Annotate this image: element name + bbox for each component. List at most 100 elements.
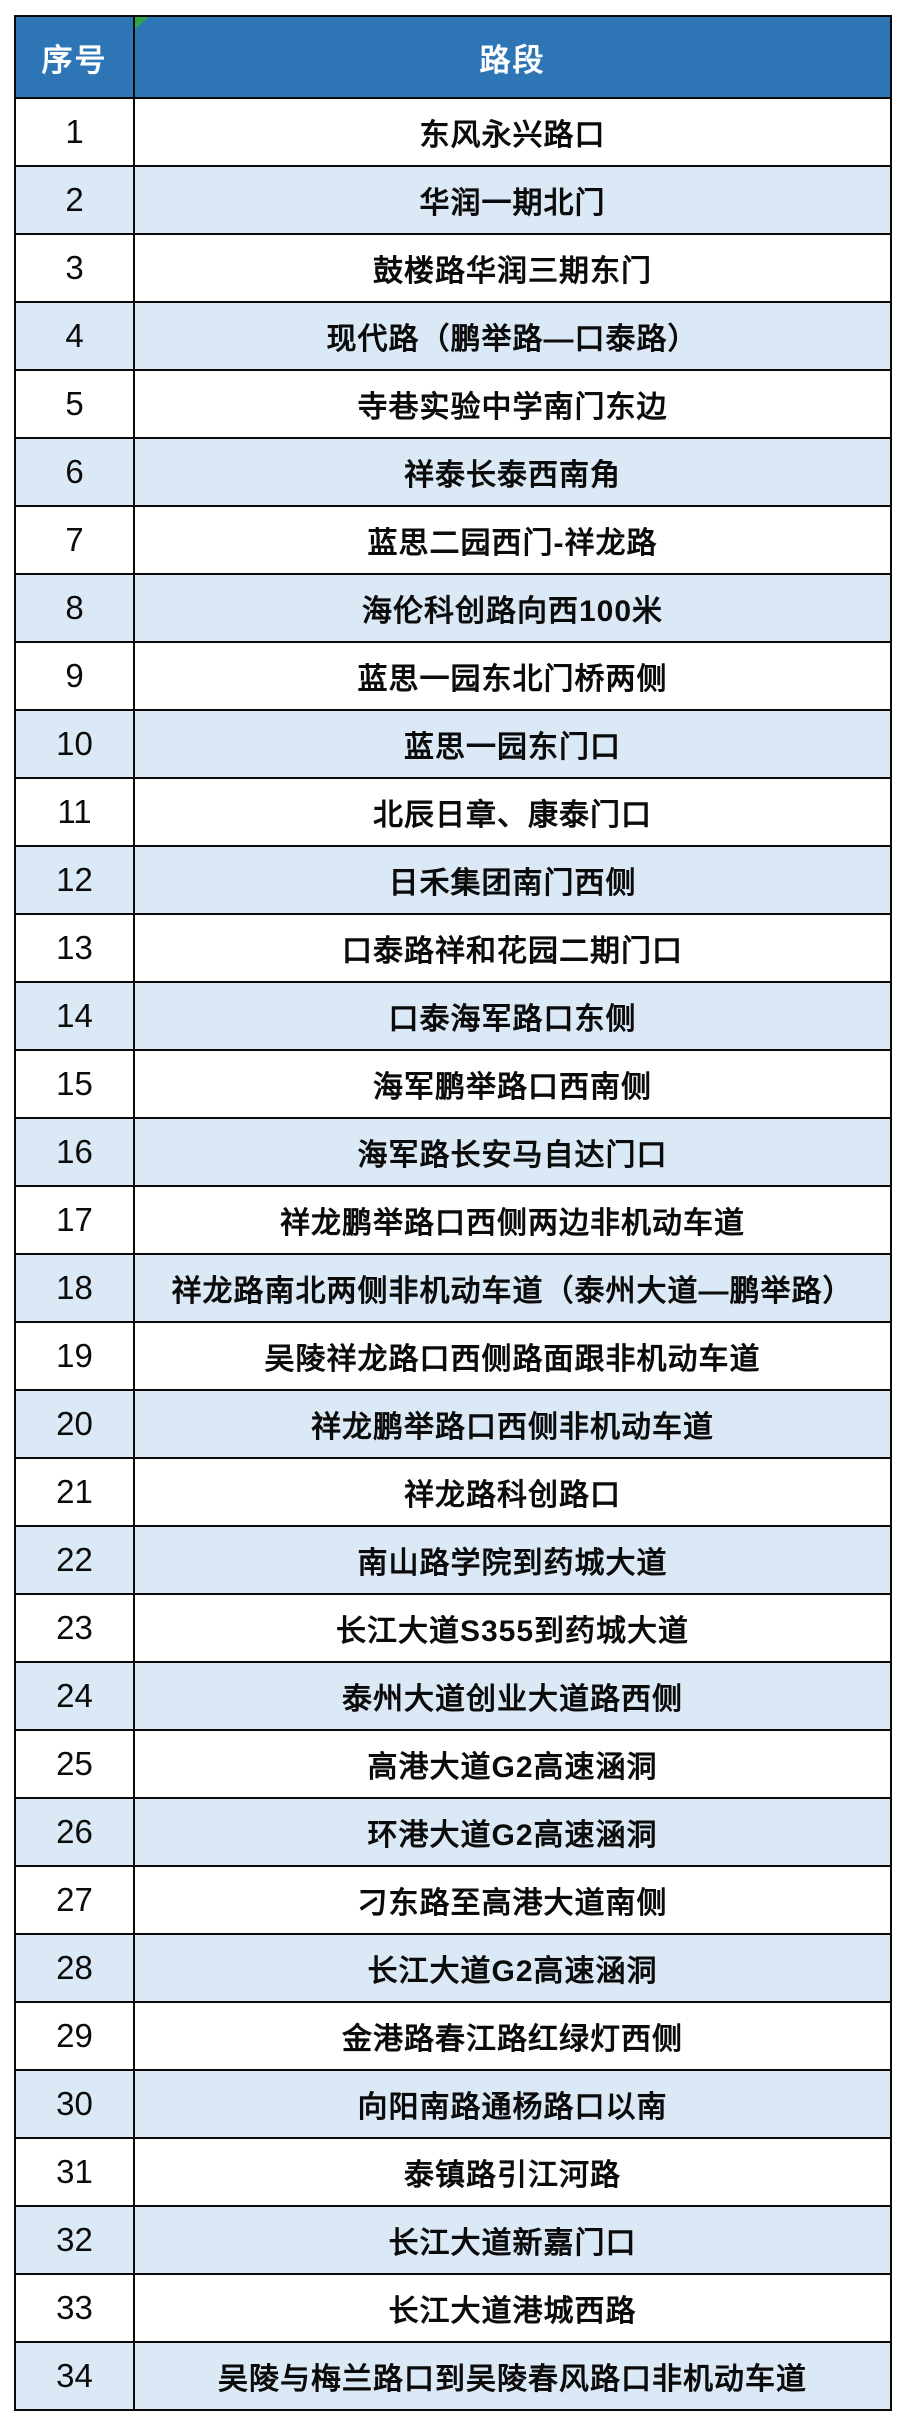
table-row: 24 泰州大道创业大道路西侧 [14, 1661, 892, 1731]
row-index-cell: 32 [14, 2205, 135, 2275]
row-index-cell: 10 [14, 709, 135, 779]
row-road-cell: 口泰路祥和花园二期门口 [133, 913, 892, 983]
table-row: 34 吴陵与梅兰路口到吴陵春风路口非机动车道 [14, 2341, 892, 2411]
row-index-cell: 33 [14, 2273, 135, 2343]
row-road-cell: 祥龙鹏举路口西侧两边非机动车道 [133, 1185, 892, 1255]
row-index-cell: 26 [14, 1797, 135, 1867]
table-row: 11 北辰日章、康泰门口 [14, 777, 892, 847]
row-road-cell: 现代路（鹏举路—口泰路） [133, 301, 892, 371]
row-road-cell: 祥龙路南北两侧非机动车道（泰州大道—鹏举路） [133, 1253, 892, 1323]
table-row: 12 日禾集团南门西侧 [14, 845, 892, 915]
table-row: 3 鼓楼路华润三期东门 [14, 233, 892, 303]
table-row: 30 向阳南路通杨路口以南 [14, 2069, 892, 2139]
table-row: 19 吴陵祥龙路口西侧路面跟非机动车道 [14, 1321, 892, 1391]
row-road-cell: 吴陵祥龙路口西侧路面跟非机动车道 [133, 1321, 892, 1391]
table-row: 33 长江大道港城西路 [14, 2273, 892, 2343]
row-road-cell: 北辰日章、康泰门口 [133, 777, 892, 847]
row-road-cell: 吴陵与梅兰路口到吴陵春风路口非机动车道 [133, 2341, 892, 2411]
row-index-cell: 18 [14, 1253, 135, 1323]
table-row: 28 长江大道G2高速涵洞 [14, 1933, 892, 2003]
row-index-cell: 21 [14, 1457, 135, 1527]
table-row: 2 华润一期北门 [14, 165, 892, 235]
row-index-cell: 14 [14, 981, 135, 1051]
header-cell-road: 路段 [133, 15, 892, 99]
row-index-cell: 28 [14, 1933, 135, 2003]
row-road-cell: 祥泰长泰西南角 [133, 437, 892, 507]
row-road-cell: 长江大道港城西路 [133, 2273, 892, 2343]
table-row: 15 海军鹏举路口西南侧 [14, 1049, 892, 1119]
row-index-cell: 1 [14, 97, 135, 167]
row-index-cell: 17 [14, 1185, 135, 1255]
row-road-cell: 蓝思二园西门-祥龙路 [133, 505, 892, 575]
table-row: 22 南山路学院到药城大道 [14, 1525, 892, 1595]
row-index-cell: 29 [14, 2001, 135, 2071]
table-row: 10 蓝思一园东门口 [14, 709, 892, 779]
row-road-cell: 日禾集团南门西侧 [133, 845, 892, 915]
row-road-cell: 海伦科创路向西100米 [133, 573, 892, 643]
table-row: 20 祥龙鹏举路口西侧非机动车道 [14, 1389, 892, 1459]
row-road-cell: 祥龙路科创路口 [133, 1457, 892, 1527]
row-road-cell: 刁东路至高港大道南侧 [133, 1865, 892, 1935]
row-road-cell: 环港大道G2高速涵洞 [133, 1797, 892, 1867]
table-row: 32 长江大道新嘉门口 [14, 2205, 892, 2275]
row-road-cell: 金港路春江路红绿灯西侧 [133, 2001, 892, 2071]
row-road-cell: 海军鹏举路口西南侧 [133, 1049, 892, 1119]
row-road-cell: 长江大道S355到药城大道 [133, 1593, 892, 1663]
row-index-cell: 15 [14, 1049, 135, 1119]
row-index-cell: 11 [14, 777, 135, 847]
table-body: 1 东风永兴路口 2 华润一期北门 3 鼓楼路华润三期东门 4 现代路（鹏举路—… [14, 97, 892, 2411]
row-index-cell: 24 [14, 1661, 135, 1731]
table-row: 7 蓝思二园西门-祥龙路 [14, 505, 892, 575]
row-road-cell: 寺巷实验中学南门东边 [133, 369, 892, 439]
row-index-cell: 23 [14, 1593, 135, 1663]
row-index-cell: 27 [14, 1865, 135, 1935]
table-row: 4 现代路（鹏举路—口泰路） [14, 301, 892, 371]
row-index-cell: 13 [14, 913, 135, 983]
table-header: 序号 路段 [14, 15, 892, 99]
row-road-cell: 口泰海军路口东侧 [133, 981, 892, 1051]
table-row: 31 泰镇路引江河路 [14, 2137, 892, 2207]
row-road-cell: 泰镇路引江河路 [133, 2137, 892, 2207]
row-road-cell: 蓝思一园东北门桥两侧 [133, 641, 892, 711]
table-row: 5 寺巷实验中学南门东边 [14, 369, 892, 439]
row-index-cell: 7 [14, 505, 135, 575]
table-row: 27 刁东路至高港大道南侧 [14, 1865, 892, 1935]
green-corner-marker-icon [136, 18, 149, 29]
table-row: 9 蓝思一园东北门桥两侧 [14, 641, 892, 711]
row-road-cell: 海军路长安马自达门口 [133, 1117, 892, 1187]
row-index-cell: 22 [14, 1525, 135, 1595]
header-road-label: 路段 [479, 42, 546, 78]
row-road-cell: 祥龙鹏举路口西侧非机动车道 [133, 1389, 892, 1459]
table-row: 26 环港大道G2高速涵洞 [14, 1797, 892, 1867]
row-road-cell: 鼓楼路华润三期东门 [133, 233, 892, 303]
row-index-cell: 25 [14, 1729, 135, 1799]
row-road-cell: 东风永兴路口 [133, 97, 892, 167]
row-road-cell: 蓝思一园东门口 [133, 709, 892, 779]
header-row: 序号 路段 [14, 15, 892, 99]
row-index-cell: 30 [14, 2069, 135, 2139]
table-row: 23 长江大道S355到药城大道 [14, 1593, 892, 1663]
table-row: 29 金港路春江路红绿灯西侧 [14, 2001, 892, 2071]
table-row: 17 祥龙鹏举路口西侧两边非机动车道 [14, 1185, 892, 1255]
table-row: 16 海军路长安马自达门口 [14, 1117, 892, 1187]
row-index-cell: 16 [14, 1117, 135, 1187]
row-index-cell: 31 [14, 2137, 135, 2207]
table-row: 1 东风永兴路口 [14, 97, 892, 167]
row-index-cell: 12 [14, 845, 135, 915]
table-row: 6 祥泰长泰西南角 [14, 437, 892, 507]
table-row: 25 高港大道G2高速涵洞 [14, 1729, 892, 1799]
row-index-cell: 19 [14, 1321, 135, 1391]
table-row: 8 海伦科创路向西100米 [14, 573, 892, 643]
row-index-cell: 2 [14, 165, 135, 235]
row-index-cell: 9 [14, 641, 135, 711]
row-road-cell: 长江大道G2高速涵洞 [133, 1933, 892, 2003]
row-road-cell: 向阳南路通杨路口以南 [133, 2069, 892, 2139]
table-row: 13 口泰路祥和花园二期门口 [14, 913, 892, 983]
row-index-cell: 4 [14, 301, 135, 371]
header-cell-index: 序号 [14, 15, 135, 99]
row-index-cell: 3 [14, 233, 135, 303]
row-road-cell: 高港大道G2高速涵洞 [133, 1729, 892, 1799]
row-road-cell: 泰州大道创业大道路西侧 [133, 1661, 892, 1731]
row-road-cell: 南山路学院到药城大道 [133, 1525, 892, 1595]
